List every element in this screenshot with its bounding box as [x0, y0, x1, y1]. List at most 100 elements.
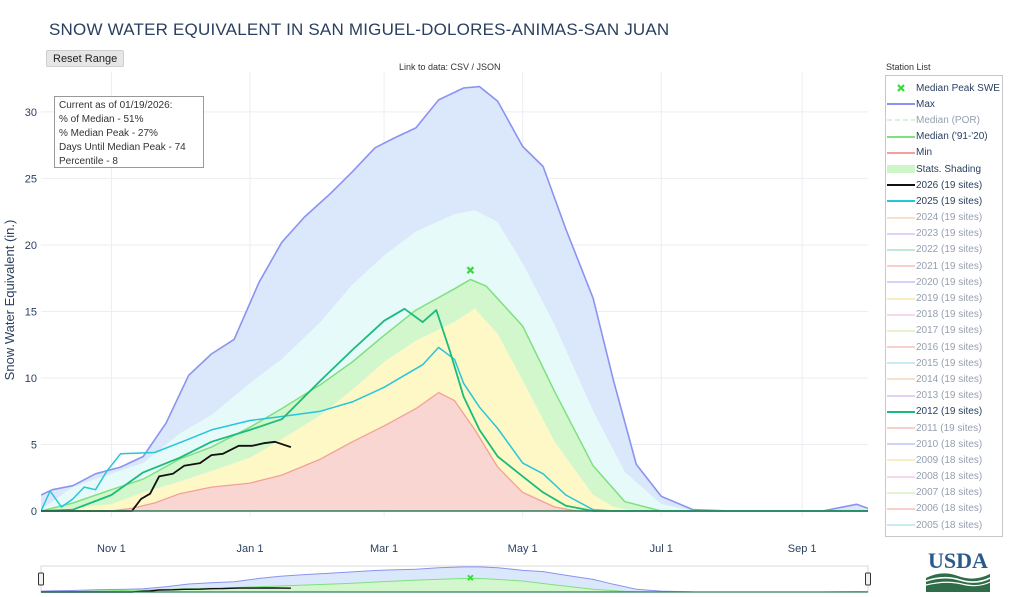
legend-symbol	[887, 297, 915, 300]
station-list-label[interactable]: Station List	[886, 62, 931, 72]
legend-symbol	[887, 135, 915, 138]
range-handle-right[interactable]	[865, 572, 871, 586]
range-2026-line	[41, 587, 291, 593]
legend-label: 2006 (18 sites)	[916, 503, 983, 515]
legend-symbol	[887, 507, 915, 510]
upper-median-band	[41, 210, 868, 511]
legend-marker-x	[897, 84, 905, 92]
legend-item[interactable]: 2011 (19 sites)	[886, 420, 1002, 436]
x-tick-label: May 1	[508, 543, 538, 555]
data-link[interactable]: Link to data: CSV / JSON	[399, 62, 501, 72]
median-lower-band	[41, 279, 868, 511]
current-stats-box: Current as of 01/19/2026: % of Median - …	[54, 96, 204, 168]
legend-symbol	[887, 184, 915, 187]
legend-item[interactable]: 2026 (19 sites)	[886, 177, 1002, 193]
legend-symbol	[897, 84, 905, 92]
legend-item[interactable]: 2025 (19 sites)	[886, 193, 1002, 209]
range-handle-left[interactable]	[38, 572, 44, 586]
legend-item[interactable]: Median (POR)	[886, 112, 1002, 128]
range-slider[interactable]	[38, 565, 871, 593]
legend-label: 2017 (19 sites)	[916, 325, 983, 337]
legend-item[interactable]: 2009 (18 sites)	[886, 452, 1002, 468]
legend-symbol	[887, 491, 915, 494]
legend-label: 2016 (19 sites)	[916, 341, 983, 353]
legend-item[interactable]: Min	[886, 145, 1002, 161]
legend-item[interactable]: Median ('91-'20)	[886, 129, 1002, 145]
legend-symbol	[887, 459, 915, 462]
legend-symbol	[887, 165, 915, 174]
legend-item[interactable]: 2010 (18 sites)	[886, 436, 1002, 452]
axes: 0 5 10 15 20 25 30 Nov 1 Jan 1 Mar 1 May 1 Jul 1 Sep…	[25, 107, 817, 555]
legend-item[interactable]: Median Peak SWE	[886, 80, 1002, 96]
legend-label: 2019 (19 sites)	[916, 293, 983, 305]
legend-label: Min	[916, 147, 933, 159]
line-2025	[41, 346, 868, 512]
legend-item[interactable]: 2018 (19 sites)	[886, 307, 1002, 323]
legend[interactable]: Median Peak SWE Max Median (POR) Median ('9…	[885, 75, 1003, 537]
legend-label: 2010 (18 sites)	[916, 438, 983, 450]
min-line	[41, 391, 868, 512]
legend-item[interactable]: 2007 (18 sites)	[886, 485, 1002, 501]
legend-symbol	[887, 394, 915, 397]
legend-symbol	[887, 265, 915, 268]
legend-item[interactable]: 2008 (18 sites)	[886, 469, 1002, 485]
legend-item[interactable]: 2006 (18 sites)	[886, 501, 1002, 517]
legend-symbol	[887, 119, 915, 122]
x-tick-label: Sep 1	[788, 543, 817, 555]
median-peak-marker	[466, 266, 475, 274]
legend-item[interactable]: 2017 (19 sites)	[886, 323, 1002, 339]
legend-label: 2021 (19 sites)	[916, 260, 983, 272]
x-tick-label: Jul 1	[650, 543, 673, 555]
legend-label: Stats. Shading	[916, 163, 982, 175]
legend-item[interactable]: 2020 (19 sites)	[886, 274, 1002, 290]
y-tick-label: 30	[25, 107, 37, 119]
range-median-line	[40, 577, 868, 593]
legend-symbol	[887, 232, 915, 235]
y-tick-label: 0	[31, 506, 37, 518]
reset-range-button[interactable]: Reset Range	[46, 50, 125, 67]
legend-symbol	[887, 362, 915, 365]
legend-symbol	[887, 313, 915, 316]
range-median-peak-marker	[467, 574, 474, 581]
legend-label: Median ('91-'20)	[916, 131, 988, 143]
max-upper-band	[41, 86, 868, 511]
legend-label: Median Peak SWE	[916, 82, 1000, 94]
legend-label: Max	[916, 98, 935, 110]
percent-median-peak: % Median Peak - 27%	[59, 128, 158, 139]
chart-title: SNOW WATER EQUIVALENT IN SAN MIGUEL-DOLO…	[49, 20, 670, 39]
legend-item[interactable]: 2021 (19 sites)	[886, 258, 1002, 274]
legend-label: 2018 (19 sites)	[916, 309, 983, 321]
legend-symbol	[887, 200, 915, 203]
days-until-median-peak: Days Until Median Peak - 74	[59, 142, 186, 153]
legend-label: 2025 (19 sites)	[916, 195, 983, 207]
legend-item[interactable]: 2024 (19 sites)	[886, 210, 1002, 226]
legend-symbol	[887, 103, 915, 106]
legend-label: 2013 (19 sites)	[916, 390, 983, 402]
legend-item[interactable]: 2015 (19 sites)	[886, 355, 1002, 371]
median-line	[41, 278, 868, 512]
x-tick-label: Jan 1	[237, 543, 264, 555]
legend-label: 2011 (19 sites)	[916, 422, 982, 434]
legend-symbol	[887, 378, 915, 381]
legend-item[interactable]: 2023 (19 sites)	[886, 226, 1002, 242]
legend-item[interactable]: 2022 (19 sites)	[886, 242, 1002, 258]
legend-item[interactable]: Stats. Shading	[886, 161, 1002, 177]
legend-symbol	[887, 329, 915, 332]
y-axis-label: Snow Water Equivalent (in.)	[2, 220, 17, 381]
legend-item[interactable]: 2019 (19 sites)	[886, 290, 1002, 306]
legend-symbol	[887, 281, 915, 284]
legend-symbol	[887, 410, 915, 413]
legend-label: 2007 (18 sites)	[916, 487, 983, 499]
legend-item[interactable]: 2013 (19 sites)	[886, 388, 1002, 404]
legend-label: 2005 (18 sites)	[916, 519, 983, 531]
legend-item[interactable]: Max	[886, 96, 1002, 112]
legend-label: 2026 (19 sites)	[916, 179, 983, 191]
legend-item[interactable]: 2016 (19 sites)	[886, 339, 1002, 355]
legend-label: 2009 (18 sites)	[916, 454, 983, 466]
legend-symbol	[887, 475, 915, 478]
legend-item[interactable]: 2012 (19 sites)	[886, 404, 1002, 420]
range-max-line	[40, 566, 869, 593]
legend-item[interactable]: 2005 (18 sites)	[886, 517, 1002, 533]
legend-item[interactable]: 2014 (19 sites)	[886, 371, 1002, 387]
